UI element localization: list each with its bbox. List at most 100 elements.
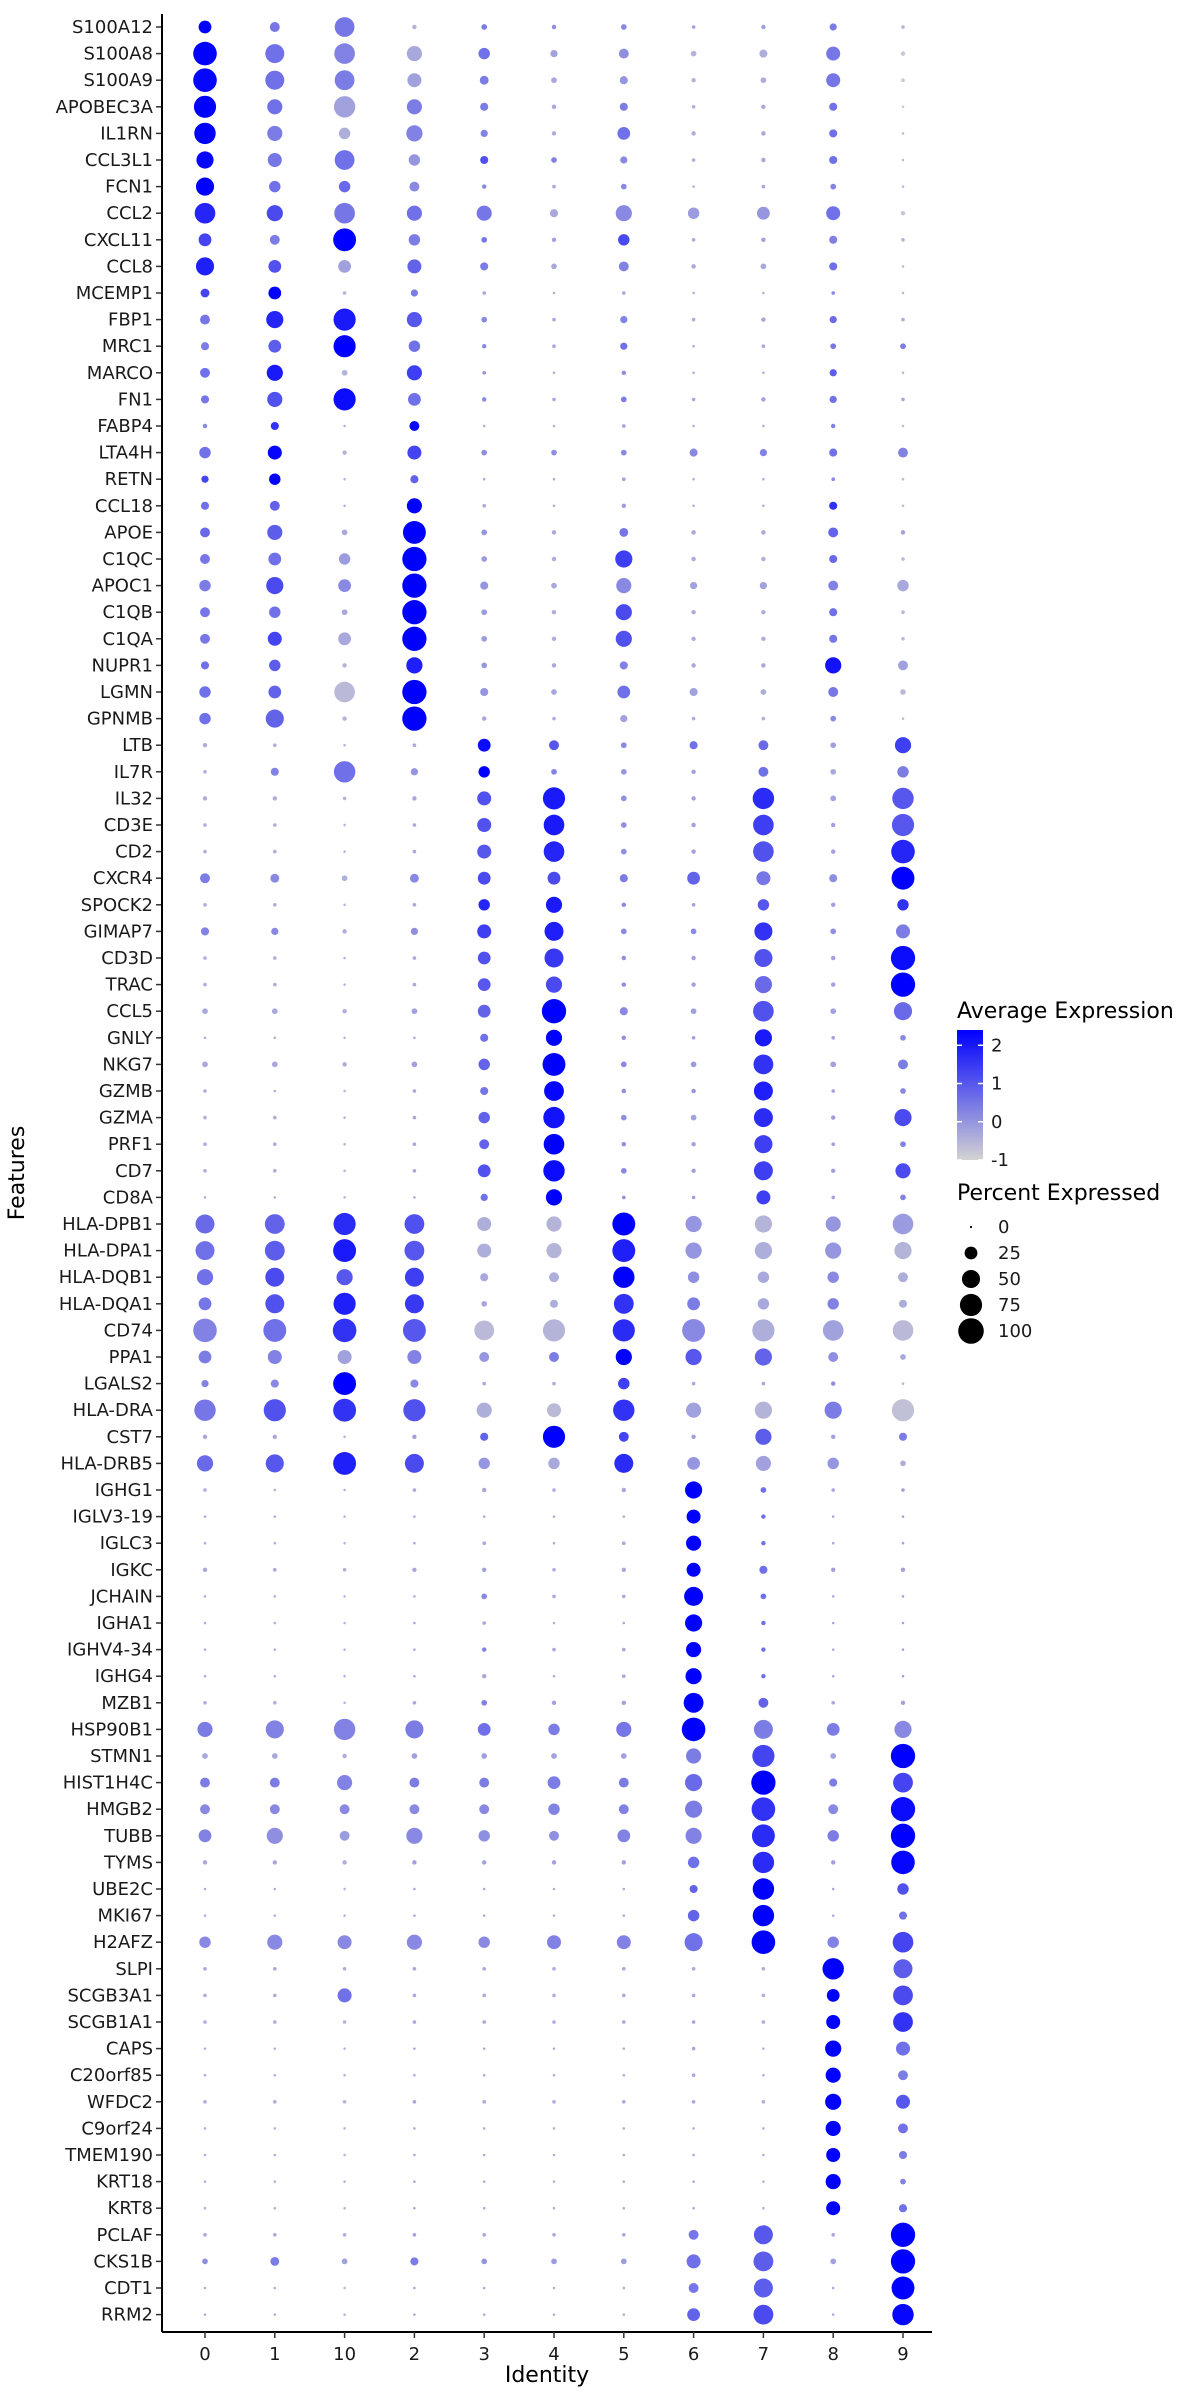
dot-HMGB2-7 — [751, 1797, 776, 1821]
dot-CD74-7 — [752, 1319, 775, 1342]
identity-label: 2 — [409, 2344, 420, 2365]
dot-IGKC-0 — [202, 1567, 208, 1573]
dot-S100A12-1 — [269, 22, 280, 32]
dot-GZMA-1 — [272, 1115, 277, 1120]
dot-GZMB-6 — [691, 1088, 696, 1094]
dot-CDT1-6 — [688, 2283, 699, 2293]
dot-FN1-3 — [481, 397, 487, 402]
feature-row: C1QC — [102, 549, 162, 570]
dot-IGHG4-9 — [901, 1674, 905, 1678]
dot-SCGB1A1-5 — [621, 2020, 626, 2024]
dot-KRT18-4 — [552, 2180, 556, 2183]
dot-RETN-6 — [692, 477, 695, 481]
feature-label: CD3D — [101, 948, 153, 969]
dot-CD74-4 — [542, 1319, 566, 1342]
dot-CDT1-10 — [343, 2286, 346, 2290]
dot-LTB-10 — [343, 743, 346, 747]
dot-S100A8-3 — [478, 47, 490, 60]
dot-SLPI-2 — [412, 1966, 417, 1971]
dot-CD7-6 — [691, 1168, 696, 1174]
dot-IL1RN-9 — [901, 132, 905, 135]
dot-C1QA-7 — [761, 636, 766, 642]
dot-H2AFZ-4 — [546, 1935, 562, 1950]
dot-SLPI-6 — [691, 1966, 696, 1971]
dot-NUPR1-2 — [406, 657, 423, 674]
dot-C9orf24-9 — [898, 2123, 908, 2134]
dot-LGMN-5 — [617, 685, 631, 699]
dot-CCL3L1-3 — [480, 155, 489, 165]
dot-CCL8-7 — [760, 263, 767, 270]
dot-FN1-0 — [200, 395, 210, 404]
dot-JCHAIN-4 — [552, 1594, 556, 1599]
dot-SCGB3A1-8 — [826, 1989, 840, 2002]
dot-CD8A-5 — [621, 1195, 626, 1200]
dot-LGALS2-8 — [830, 1381, 836, 1386]
dot-CD2-8 — [830, 849, 836, 854]
dot-GNLY-4 — [545, 1029, 563, 1046]
dot-RRM2-7 — [753, 2304, 774, 2325]
dot-C20orf85-7 — [762, 2073, 765, 2077]
feature-row: RETN — [105, 469, 162, 490]
feature-row: LTB — [122, 735, 162, 756]
dot-CXCR4-2 — [409, 873, 419, 883]
dot-CCL3L1-8 — [829, 155, 838, 165]
dot-CD3E-8 — [830, 822, 836, 828]
feature-row: HLA-DRB5 — [60, 1453, 162, 1474]
dot-RETN-10 — [343, 477, 346, 481]
dot-SLPI-5 — [621, 1966, 626, 1971]
dot-CCL8-10 — [338, 260, 351, 273]
dot-IL32-8 — [830, 795, 837, 802]
feature-label: HLA-DRB5 — [60, 1453, 153, 1474]
dot-CD8A-10 — [343, 1196, 346, 1199]
dot-IGHV4-34-0 — [203, 1648, 207, 1651]
dot-IGKC-10 — [342, 1567, 347, 1572]
dot-C1QC-10 — [338, 553, 351, 565]
dot-HLA-DQA1-1 — [265, 1294, 285, 1314]
dot-HLA-DRA-0 — [194, 1399, 216, 1421]
dot-TMEM190-9 — [898, 2150, 908, 2160]
dot-IGHG1-5 — [621, 1487, 627, 1493]
dot-C1QA-5 — [615, 630, 632, 647]
feature-label: C1QA — [102, 629, 153, 650]
dot-HLA-DQB1-2 — [404, 1267, 424, 1287]
dot-FCN1-3 — [481, 184, 487, 189]
dot-CDT1-0 — [203, 2286, 207, 2290]
feature-label: GNLY — [107, 1028, 154, 1049]
dot-C1QA-0 — [200, 633, 210, 644]
dot-C1QC-0 — [200, 554, 210, 564]
dot-TYMS-0 — [202, 1860, 208, 1865]
dot-IGHG4-8 — [831, 1674, 835, 1678]
dot-APOC1-10 — [338, 579, 351, 592]
dot-SPOCK2-8 — [830, 902, 836, 908]
dot-UBE2C-7 — [752, 1878, 775, 1900]
dot-SCGB1A1-6 — [691, 2020, 696, 2024]
dot-FBP1-8 — [829, 315, 837, 324]
dot-IL1RN-10 — [338, 127, 351, 140]
dot-FBP1-1 — [266, 311, 284, 329]
dot-S100A9-6 — [691, 77, 696, 83]
dot-IL32-3 — [477, 791, 492, 806]
identity-label: 10 — [333, 2344, 356, 2365]
dot-C9orf24-5 — [622, 2127, 626, 2130]
dot-KRT8-0 — [203, 2206, 207, 2210]
dot-GZMA-4 — [543, 1106, 565, 1129]
dot-NUPR1-9 — [898, 660, 908, 671]
dot-LGMN-1 — [268, 685, 282, 699]
dot-TRAC-3 — [477, 978, 491, 991]
dot-S100A8-10 — [334, 43, 355, 64]
identity-label: 8 — [827, 2344, 838, 2365]
dot-PPA1-8 — [828, 1352, 839, 1362]
dot-GZMB-3 — [480, 1086, 489, 1096]
feature-row: CCL3L1 — [85, 150, 162, 171]
dot-S100A8-0 — [193, 41, 217, 66]
dot-CAPS-2 — [413, 2047, 416, 2050]
dot-CAPS-8 — [825, 2040, 842, 2057]
dot-SCGB3A1-3 — [482, 1993, 487, 1998]
dot-CD8A-4 — [545, 1189, 563, 1206]
feature-row: HLA-DPB1 — [62, 1214, 162, 1235]
dot-IL32-6 — [691, 796, 696, 801]
dot-C1QC-2 — [402, 546, 427, 572]
dot-HLA-DQB1-3 — [480, 1273, 489, 1282]
feature-label: RETN — [105, 469, 153, 490]
